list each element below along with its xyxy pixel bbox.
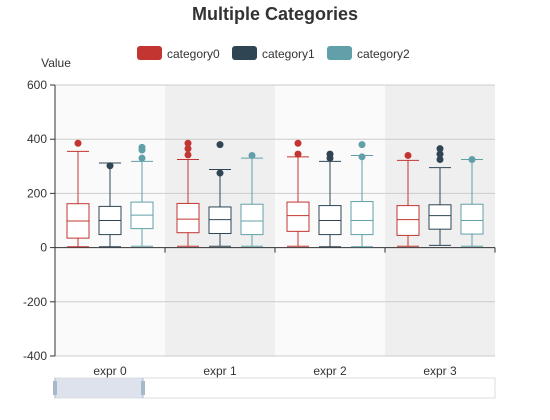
box-body xyxy=(176,202,200,234)
outlier-point xyxy=(294,150,302,158)
box xyxy=(98,162,122,248)
outlier-point xyxy=(184,151,192,159)
box-body xyxy=(208,206,232,235)
outlier-point xyxy=(358,153,366,161)
y-axis-title: Value xyxy=(41,56,71,70)
slider-handle-right[interactable] xyxy=(141,378,145,398)
y-tick-label: -400 xyxy=(23,349,47,363)
legend-swatch xyxy=(137,46,162,60)
box xyxy=(286,139,310,247)
data-zoom-slider[interactable] xyxy=(53,377,496,399)
outlier-point xyxy=(74,139,82,147)
x-tick-label: expr 0 xyxy=(93,364,127,378)
outlier-point xyxy=(326,150,334,158)
series-category0 xyxy=(66,139,420,248)
x-tick-label: expr 3 xyxy=(423,364,457,378)
box-body xyxy=(350,201,374,236)
y-tick-label: 600 xyxy=(27,78,47,92)
box-body xyxy=(428,204,452,230)
legend-label: category2 xyxy=(357,47,410,61)
legend-label: category0 xyxy=(167,47,220,61)
slider-window[interactable] xyxy=(55,378,143,398)
x-axis: expr 0 expr 1 expr 2 expr 3 xyxy=(54,247,496,378)
x-tick-label: expr 1 xyxy=(203,364,237,378)
box-body xyxy=(396,205,420,236)
box xyxy=(460,156,484,247)
outlier-point xyxy=(106,162,114,170)
box-body xyxy=(286,201,310,232)
box xyxy=(396,151,420,247)
y-tick-label: 0 xyxy=(40,241,47,255)
outlier-point xyxy=(404,151,412,159)
outlier-point xyxy=(436,145,444,153)
box xyxy=(350,141,374,248)
slider-handle-left[interactable] xyxy=(53,378,57,398)
outlier-point xyxy=(216,169,224,177)
box-body xyxy=(240,203,264,236)
outlier-point xyxy=(436,156,444,164)
box-series xyxy=(66,139,484,248)
legend[interactable]: category0 category1 category2 xyxy=(137,46,410,61)
box-body xyxy=(460,203,484,235)
box xyxy=(66,139,90,248)
box xyxy=(208,141,232,247)
outlier-point xyxy=(436,150,444,158)
box xyxy=(318,150,342,248)
grid-lines xyxy=(55,84,495,357)
outlier-point xyxy=(468,156,476,164)
box xyxy=(176,139,200,247)
outlier-point xyxy=(248,151,256,159)
series-category2 xyxy=(130,141,484,248)
outlier-point xyxy=(216,141,224,149)
series-category1 xyxy=(98,141,452,248)
outlier-point xyxy=(138,143,146,151)
outlier-point xyxy=(184,139,192,147)
box xyxy=(428,145,452,246)
legend-item-category1[interactable]: category1 xyxy=(232,46,315,61)
chart-title: Multiple Categories xyxy=(192,4,358,24)
outlier-point xyxy=(358,141,366,149)
y-tick-label: 400 xyxy=(27,132,47,146)
y-axis: -400 -200 0 200 400 600 xyxy=(23,78,56,363)
box xyxy=(240,151,264,247)
outlier-point xyxy=(184,145,192,153)
y-tick-label: -200 xyxy=(23,295,47,309)
outlier-point xyxy=(138,154,146,162)
legend-label: category1 xyxy=(262,47,315,61)
y-tick-label: 200 xyxy=(27,186,47,200)
legend-swatch xyxy=(232,46,257,60)
outlier-point xyxy=(294,139,302,147)
legend-item-category0[interactable]: category0 xyxy=(137,46,220,61)
legend-item-category2[interactable]: category2 xyxy=(327,46,410,61)
x-tick-label: expr 2 xyxy=(313,364,347,378)
box xyxy=(130,143,154,247)
legend-swatch xyxy=(327,46,352,60)
